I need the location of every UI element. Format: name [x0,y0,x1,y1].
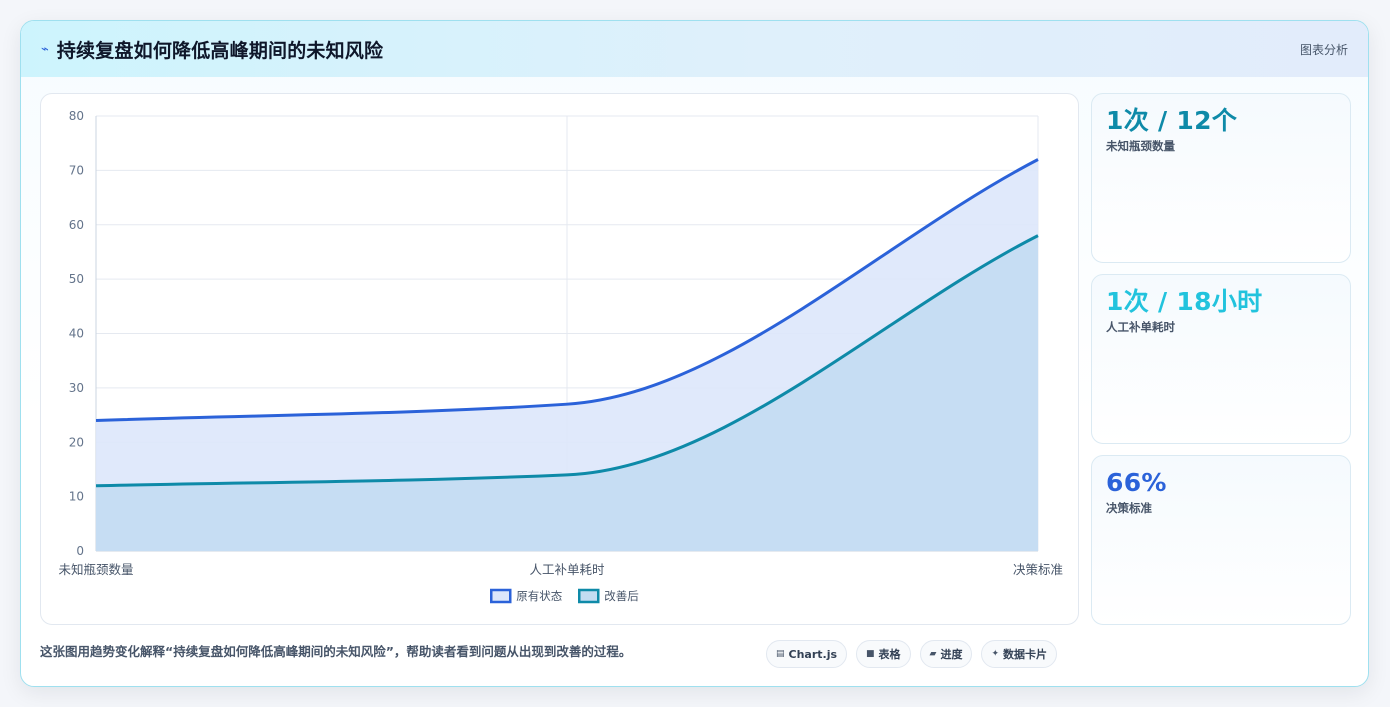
x-tick-label: 人工补单耗时 [529,562,605,577]
sparkle-icon: ✦ [991,649,1000,659]
stat-card-bottlenecks: 1次 / 12个 未知瓶颈数量 [1091,93,1351,263]
stat-label: 人工补单耗时 [1106,320,1175,334]
y-tick-label: 10 [69,490,84,504]
chart-card: ⌁ 持续复盘如何降低高峰期间的未知风险 图表分析 0 10 20 30 40 50 60 70… [20,20,1369,687]
chip-data-cards[interactable]: ✦ 数据卡片 [981,640,1058,668]
stat-card-manual-hours: 1次 / 18小时 人工补单耗时 [1091,274,1351,444]
y-tick-label: 30 [69,381,84,395]
series-line-0 [95,158,1039,422]
header-tag: 图表分析 [1299,42,1348,57]
legend-label: 原有状态 [516,589,562,603]
y-tick-label: 20 [69,435,84,449]
chart-description: 这张图用趋势变化解释“持续复盘如何降低高峰期间的未知风险”，帮助读者看到问题从出… [40,644,632,659]
chip-label: Chart.js [788,647,838,661]
stat-card-decision-standard: 66% 决策标准 [1091,455,1351,625]
y-tick-label: 70 [69,163,84,177]
legend-label: 改善后 [604,589,639,603]
chip-label: 表格 [878,648,901,661]
progress-icon: ▰ [929,649,937,659]
page-title: 持续复盘如何降低高峰期间的未知风险 [56,39,384,62]
chip-row: ▤ Chart.js ■ 表格 ▰ 进度 ✦ 数据卡片 [766,640,1066,668]
legend-swatch [490,588,512,604]
stat-value: 1次 / 18小时 [1106,287,1263,316]
table-icon: ■ [866,649,875,659]
series-area-1 [96,235,1038,551]
y-tick-label: 40 [69,327,84,341]
y-tick-label: 60 [69,218,84,232]
stat-label: 未知瓶颈数量 [1106,139,1175,153]
card-header: ⌁ 持续复盘如何降低高峰期间的未知风险 图表分析 [21,21,1368,77]
chip-chartjs[interactable]: ▤ Chart.js [766,640,848,668]
chart-icon: ▤ [776,649,785,659]
y-tick-label: 0 [76,544,84,558]
stat-label: 决策标准 [1106,501,1152,515]
x-tick-label: 未知瓶颈数量 [58,562,133,577]
stat-value: 1次 / 12个 [1106,106,1238,135]
chip-table[interactable]: ■ 表格 [856,640,911,668]
y-tick-label: 80 [69,109,84,123]
series-line-1 [95,234,1039,488]
title-wrap: ⌁ 持续复盘如何降低高峰期间的未知风险 [41,36,383,63]
x-tick-label: 决策标准 [1013,562,1063,577]
trend-icon: ⌁ [41,41,49,57]
chip-progress[interactable]: ▰ 进度 [919,640,973,668]
chip-label: 进度 [940,648,963,661]
stat-value: 66% [1106,468,1167,497]
legend-swatch [578,588,600,604]
chip-label: 数据卡片 [1003,648,1048,661]
y-tick-label: 50 [69,272,84,286]
chart-panel: 0 10 20 30 40 50 60 70 80 未知瓶颈数量 人工补单耗时 决策标准原有状态 改善后 [40,93,1079,625]
